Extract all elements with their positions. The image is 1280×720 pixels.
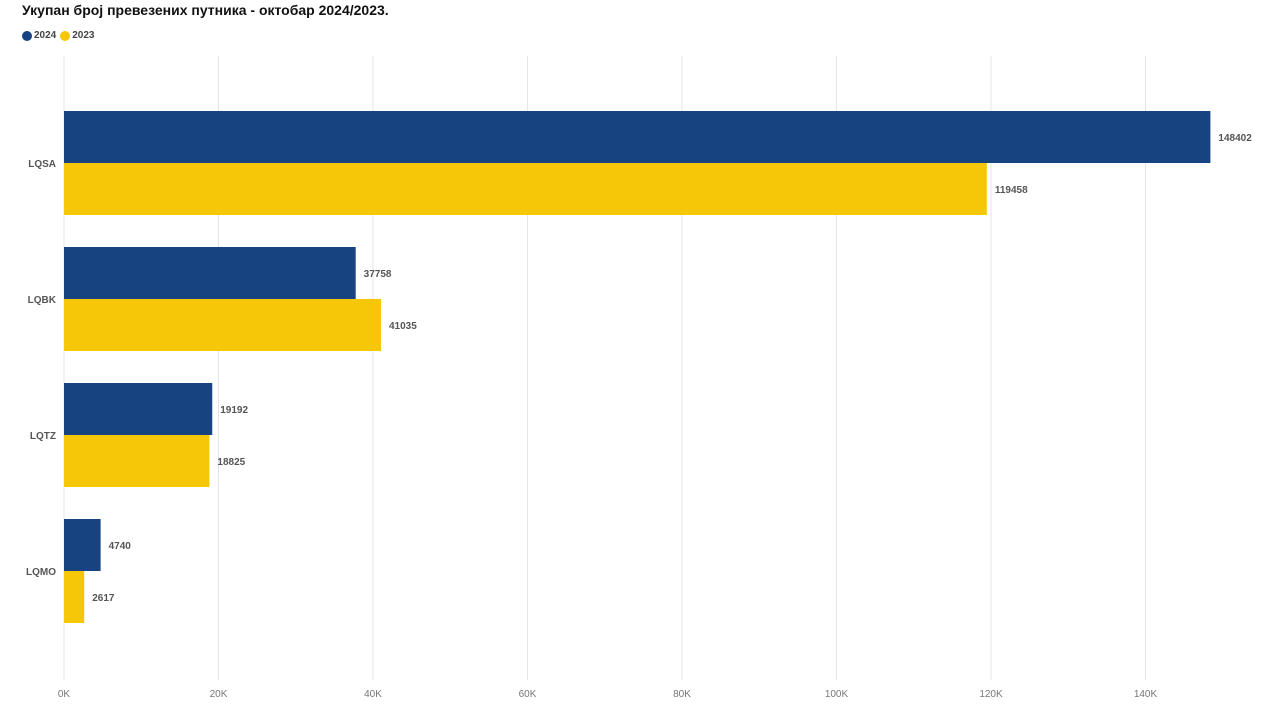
x-tick-label: 120K — [979, 689, 1003, 700]
data-label: 18825 — [217, 457, 245, 468]
category-label: LQTZ — [30, 431, 56, 442]
x-tick-label: 60K — [519, 689, 537, 700]
bar-2024-lqmo[interactable] — [64, 519, 101, 571]
bar-2023-lqmo[interactable] — [64, 571, 85, 623]
x-tick-label: 100K — [825, 689, 849, 700]
legend-marker-2024 — [22, 30, 32, 41]
data-label: 2617 — [92, 593, 115, 604]
bar-2023-lqsa[interactable] — [64, 163, 987, 215]
category-label: LQBK — [28, 295, 57, 306]
data-label: 37758 — [364, 269, 392, 280]
data-label: 119458 — [995, 185, 1028, 196]
bar-2023-lqbk[interactable] — [64, 299, 381, 351]
data-label: 19192 — [220, 405, 248, 416]
legend-label-2023: 2023 — [72, 30, 95, 41]
chart-title: Укупан број превезених путника - октобар… — [22, 2, 389, 18]
category-label: LQSA — [28, 159, 56, 170]
legend-item-2023[interactable]: 2023 — [60, 30, 95, 41]
x-tick-label: 140K — [1134, 689, 1158, 700]
data-label: 4740 — [109, 541, 132, 552]
bar-2024-lqsa[interactable] — [64, 111, 1211, 163]
x-tick-label: 40K — [364, 689, 382, 700]
data-label: 41035 — [389, 321, 417, 332]
data-label: 148402 — [1218, 133, 1252, 144]
x-tick-label: 20K — [210, 689, 228, 700]
bar-2024-lqbk[interactable] — [64, 247, 356, 299]
legend: 2024 2023 — [22, 30, 99, 41]
legend-marker-2023 — [60, 30, 71, 41]
bar-2024-lqtz[interactable] — [64, 383, 213, 435]
category-label: LQMO — [26, 567, 56, 578]
x-tick-label: 80K — [673, 689, 691, 700]
legend-label-2024: 2024 — [34, 30, 57, 41]
legend-item-2024[interactable]: 2024 — [22, 30, 56, 41]
bar-2023-lqtz[interactable] — [64, 435, 210, 487]
x-tick-label: 0K — [58, 689, 71, 700]
